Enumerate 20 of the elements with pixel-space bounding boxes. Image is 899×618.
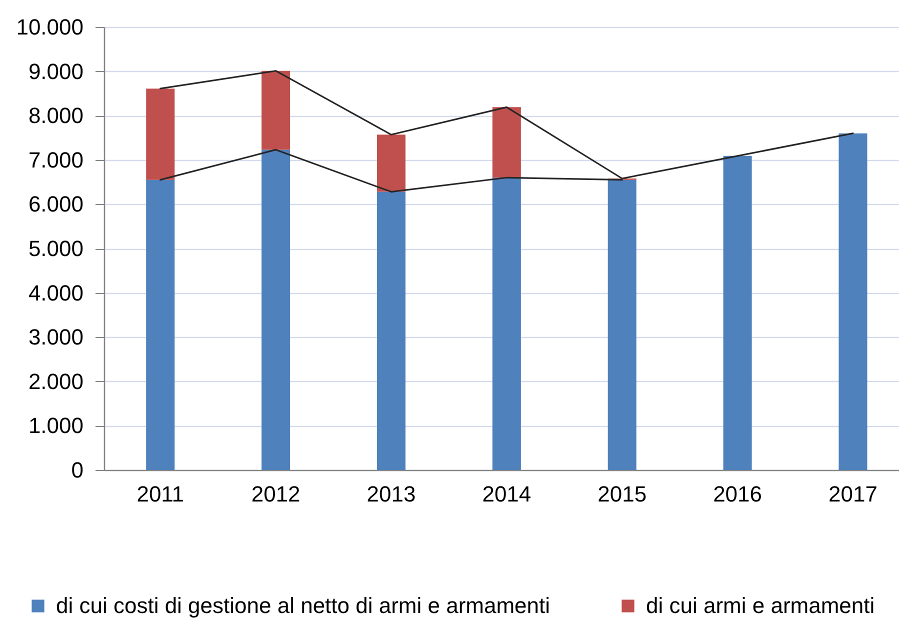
x-tick-label: 2015 <box>598 482 647 506</box>
y-tick-label: 3.000 <box>28 324 84 350</box>
legend-label: di cui armi e armamenti <box>646 593 875 618</box>
y-tick-label: 6.000 <box>28 192 84 217</box>
x-tick-label: 2013 <box>366 482 416 506</box>
y-tick-label: 8.000 <box>28 103 84 128</box>
x-tick-label: 2017 <box>828 482 878 506</box>
legend-label: di cui costi di gestione al netto di armi e armamenti <box>56 593 550 618</box>
x-tick-label: 2016 <box>713 482 762 506</box>
y-tick-label: 9.000 <box>28 58 84 84</box>
y-tick-label: 2.000 <box>28 368 84 394</box>
x-tick-label: 2011 <box>136 482 184 506</box>
y-tick-label: 10.000 <box>16 14 84 40</box>
y-tick-label: 1.000 <box>28 413 84 438</box>
x-tick-label: 2014 <box>482 482 532 506</box>
y-tick-label: 7.000 <box>28 147 84 172</box>
x-tick-label: 2012 <box>251 482 300 506</box>
y-tick-label: 4.000 <box>28 280 84 306</box>
y-tick-label: 5.000 <box>28 236 84 261</box>
y-tick-label: 0 <box>71 458 84 482</box>
